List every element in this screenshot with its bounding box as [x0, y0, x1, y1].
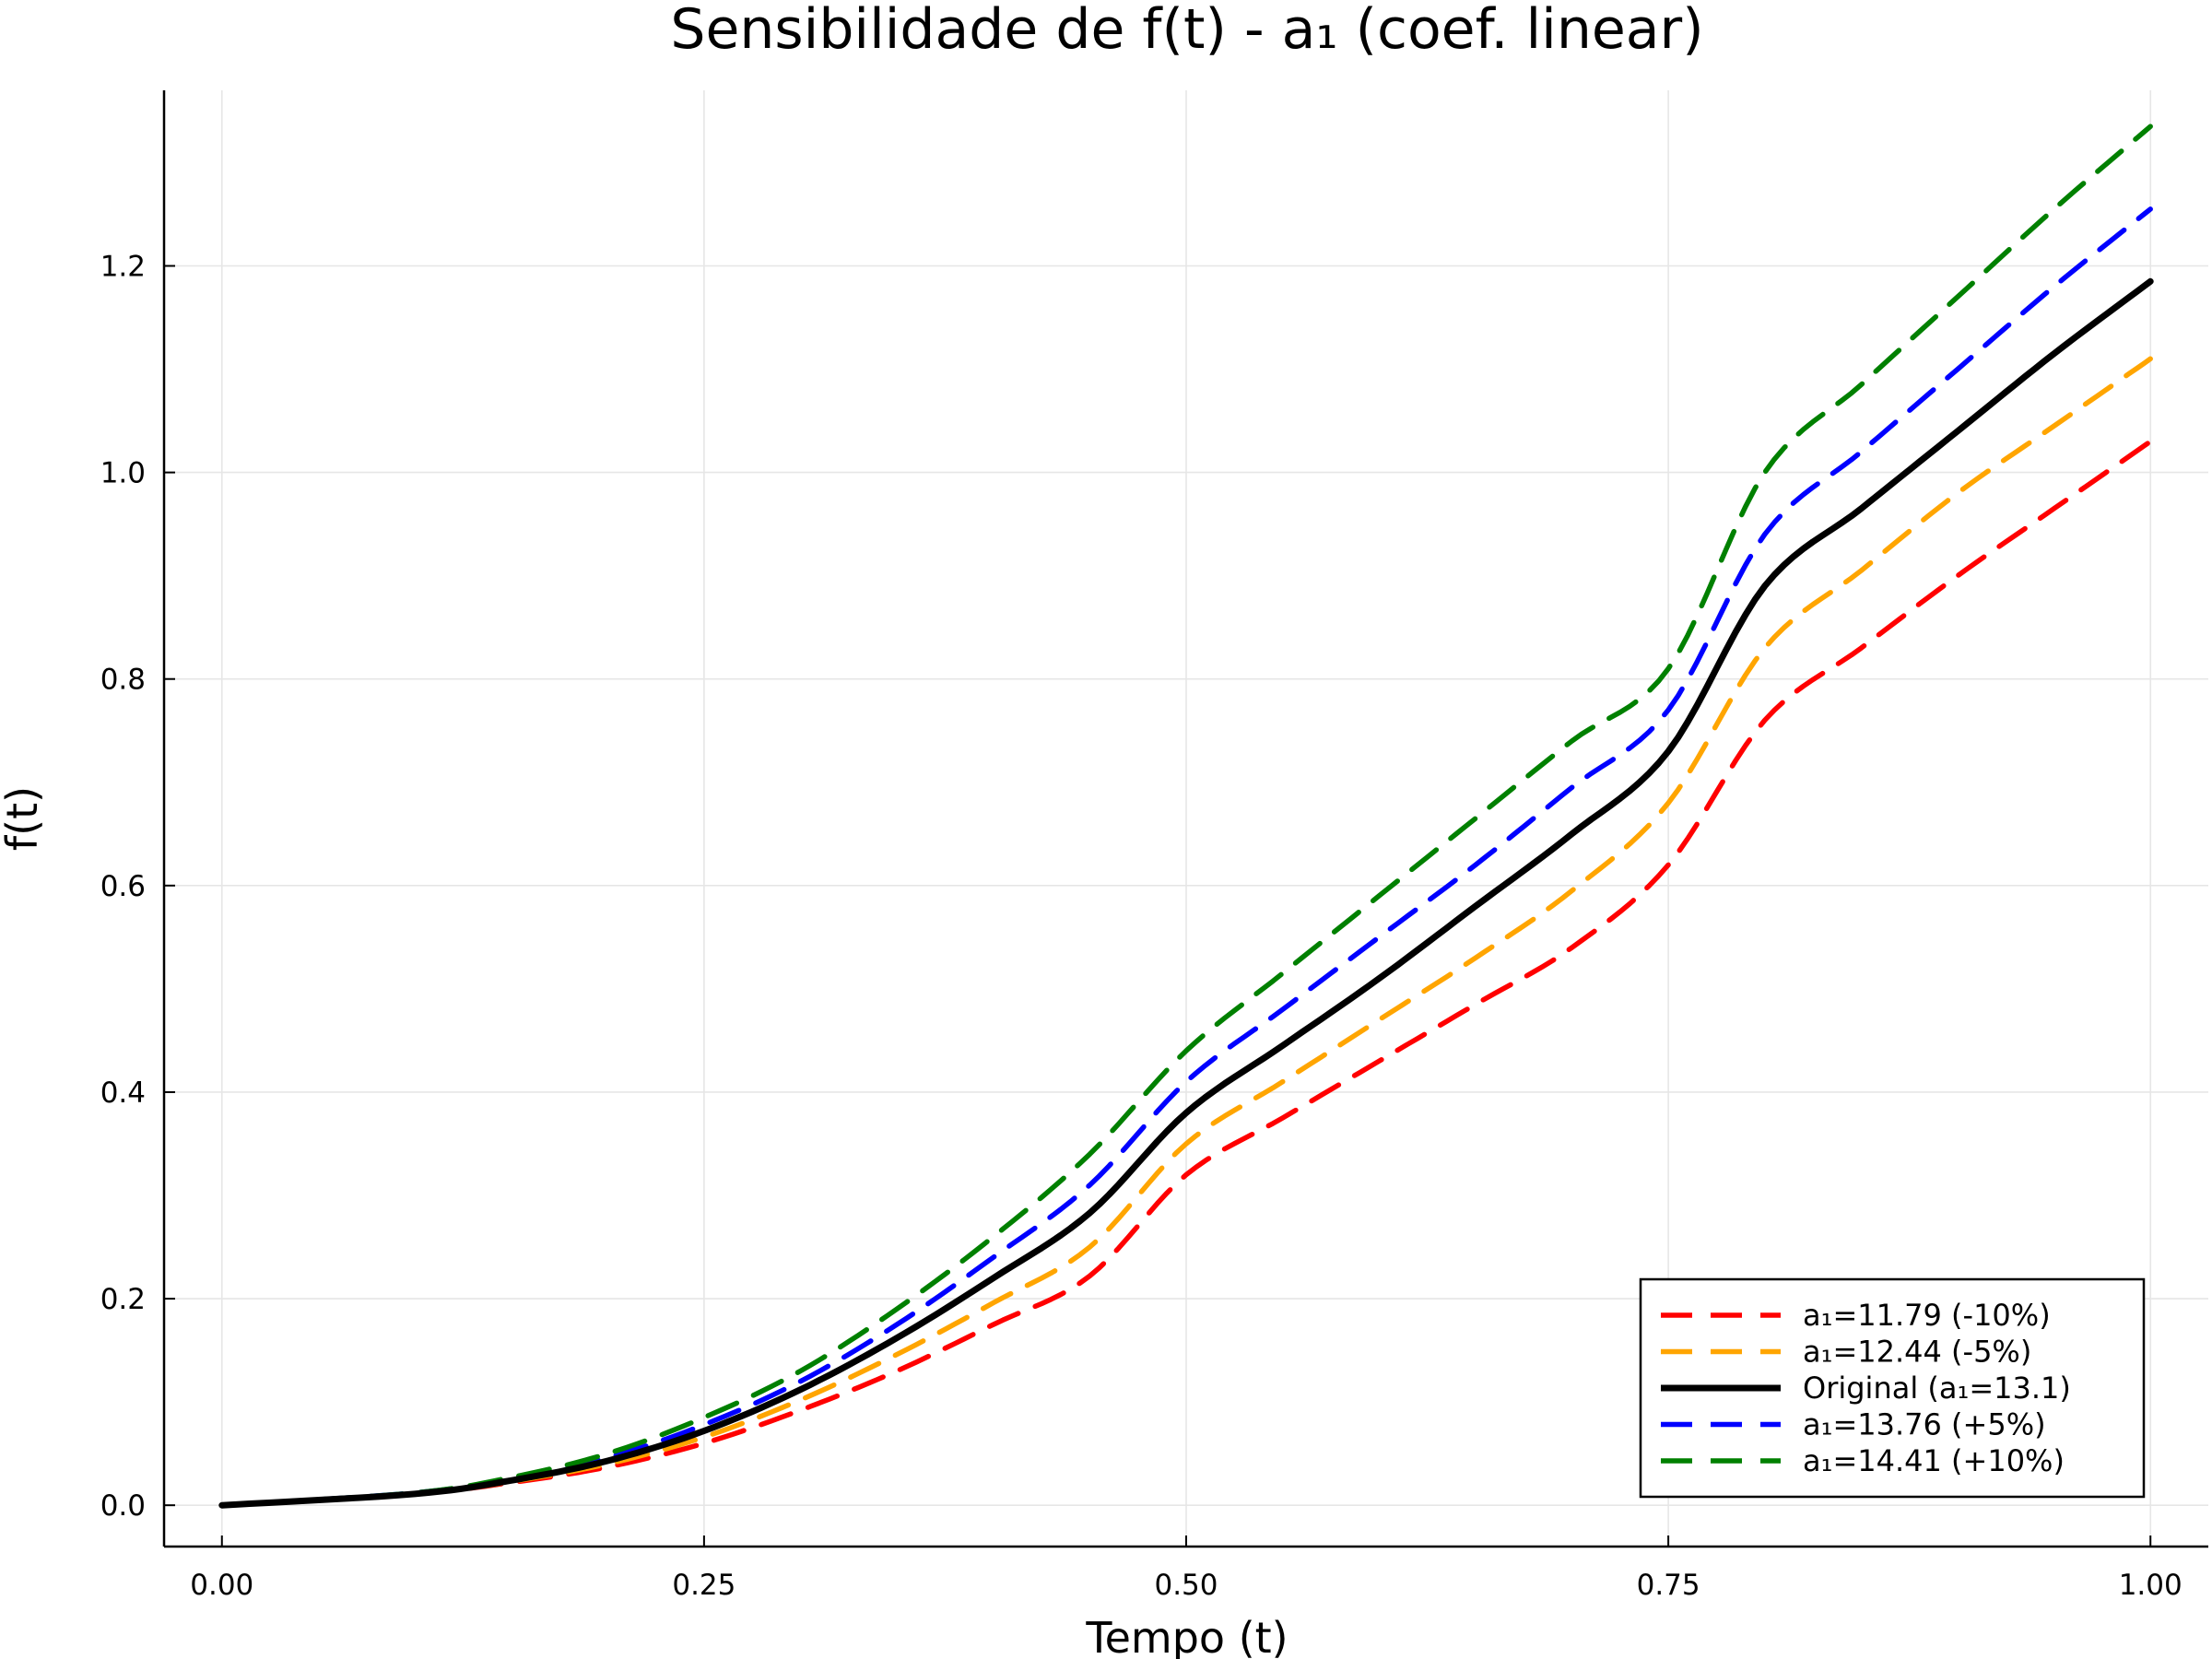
y-tick-label: 0.6 [100, 870, 146, 903]
y-axis-title: f(t) [0, 786, 47, 851]
y-tick-label: 1.0 [100, 457, 146, 490]
legend: a₁=11.79 (-10%)a₁=12.44 (-5%)Original (a… [1639, 1277, 2146, 1499]
series-group [218, 124, 2154, 1509]
series-line-0 [219, 439, 2153, 1508]
legend-label-2: Original (a₁=13.1) [1803, 1371, 2071, 1406]
x-axis-title: Tempo (t) [1085, 1613, 1288, 1659]
y-tick-label: 0.4 [100, 1077, 146, 1110]
legend-label-3: a₁=13.76 (+5%) [1803, 1407, 2046, 1442]
y-tick-label: 0.8 [100, 664, 146, 697]
x-tick-label: 0.50 [1154, 1569, 1218, 1602]
x-tick-label: 0.25 [672, 1569, 735, 1602]
series-line-3 [219, 206, 2153, 1508]
legend-label-4: a₁=14.41 (+10%) [1803, 1443, 2065, 1478]
y-tick-label: 0.0 [100, 1489, 146, 1523]
series-line-1 [219, 356, 2153, 1508]
y-tick-label: 0.2 [100, 1283, 146, 1316]
chart-title: Sensibilidade de f(t) - a₁ (coef. linear… [670, 0, 1703, 62]
y-tick-label: 1.2 [100, 250, 146, 283]
tick-labels: 0.00 0.25 0.50 0.75 1.00 0.0 0.2 0.4 0.6 0.8 1.0 1.… [100, 250, 2183, 1602]
grid [164, 90, 2208, 1547]
x-tick-label: 1.00 [2119, 1569, 2183, 1602]
x-tick-label: 0.00 [190, 1569, 253, 1602]
x-tick-label: 0.75 [1637, 1569, 1700, 1602]
series-line-4 [219, 124, 2153, 1508]
legend-label-1: a₁=12.44 (-5%) [1803, 1335, 2031, 1370]
legend-label-0: a₁=11.79 (-10%) [1803, 1298, 2051, 1333]
series-line-2 [218, 277, 2154, 1509]
